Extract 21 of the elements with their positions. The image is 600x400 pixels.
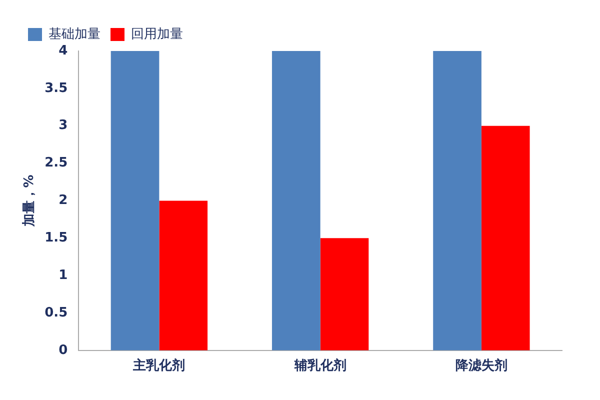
y-tick-label: 3.5 (44, 80, 68, 96)
x-tick-label: 辅乳化剂 (293, 358, 346, 374)
legend-label: 基础加量 (48, 26, 100, 42)
bar (320, 238, 369, 350)
y-tick-label: 2 (58, 193, 68, 208)
y-tick-label: 0.5 (44, 305, 68, 320)
bar (159, 200, 208, 350)
y-tick-label: 2.5 (44, 156, 68, 171)
y-tick-label: 3 (58, 118, 68, 134)
bar (110, 51, 160, 350)
bar (272, 51, 320, 350)
x-tick-label: 降滤失剂 (455, 358, 508, 374)
y-tick-label: 4 (58, 43, 68, 58)
y-tick-label: 0 (58, 342, 68, 358)
bar (481, 126, 530, 350)
y-tick-label: 1.5 (44, 230, 68, 246)
bar (433, 51, 482, 350)
x-tick-label: 主乳化剂 (132, 358, 186, 374)
legend-label: 回用加量 (131, 26, 183, 42)
y-axis-title: 加量，% (22, 174, 38, 228)
y-tick-label: 1 (58, 268, 68, 283)
